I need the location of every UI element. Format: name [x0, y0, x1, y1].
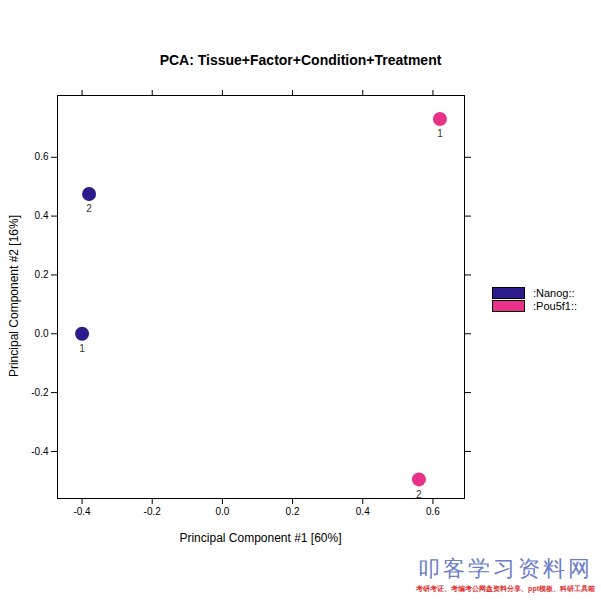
svg-text:2: 2 [86, 203, 92, 214]
svg-text:0.4: 0.4 [35, 210, 49, 221]
svg-text:0.4: 0.4 [356, 506, 370, 517]
html-text:Principal Component #2 [16%]: Principal Component #2 [16%] [7, 215, 21, 377]
html-text::Pou5f1::: :Pou5f1:: [533, 299, 577, 312]
svg-text:0.2: 0.2 [35, 269, 49, 280]
svg-text:2: 2 [416, 489, 422, 500]
svg-text:-0.2: -0.2 [31, 387, 49, 398]
svg-text:0.6: 0.6 [426, 506, 440, 517]
svg-text:-0.4: -0.4 [31, 446, 49, 457]
html-text::Nanog::: :Nanog:: [533, 286, 575, 299]
html-text:PCA: Tissue+Factor+Condition+T: PCA: Tissue+Factor+Condition+Treatment [159, 52, 442, 68]
svg-text:1: 1 [79, 343, 85, 354]
svg-text:0.6: 0.6 [35, 151, 49, 162]
svg-text:-0.4: -0.4 [73, 506, 91, 517]
svg-text:0.2: 0.2 [286, 506, 300, 517]
html-text:考研考证、考编考公网盘资料分享、ppt模板、科研工具箱: 考研考证、考编考公网盘资料分享、ppt模板、科研工具箱 [416, 585, 595, 592]
svg-text:-0.2: -0.2 [144, 506, 162, 517]
html-text:Principal Component #1 [60%]: Principal Component #1 [60%] [179, 531, 342, 545]
html-text:叩客学习资料网: 叩客学习资料网 [418, 556, 593, 581]
svg-text:1: 1 [437, 128, 443, 139]
svg-text:0.0: 0.0 [35, 328, 49, 339]
svg-text:0.0: 0.0 [215, 506, 229, 517]
